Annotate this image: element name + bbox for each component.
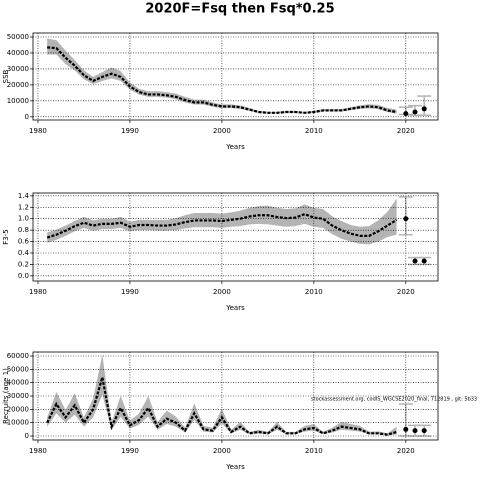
y-tick-label: 10000 [7,419,29,427]
y-tick-label: 50000 [7,33,29,41]
y-axis-label: Recruits (age 1) [2,368,10,424]
x-tick-label: 2010 [305,447,323,455]
chart-title: 2020F=Fsq then Fsq*0.25 [145,2,334,17]
x-tick-label: 1990 [121,127,139,135]
forecast-point [421,106,427,112]
x-axis-label: Years [225,143,245,151]
x-tick-label: 2000 [213,447,231,455]
x-tick-label: 1980 [29,288,47,296]
confidence-band [47,198,397,245]
x-tick-label: 2000 [213,127,231,135]
plot-frame [32,351,439,441]
y-axis-label: SSB [2,69,10,83]
x-tick-label: 2010 [305,288,323,296]
y-tick-label: 60000 [7,352,29,360]
x-tick-label: 2020 [397,288,415,296]
y-tick-label: 40000 [7,379,29,387]
plot-frame [32,32,439,121]
y-tick-label: 0.4 [18,249,30,257]
y-tick-label: 0.6 [18,238,30,246]
x-tick-label: 1990 [121,447,139,455]
y-tick-label: 30000 [7,65,29,73]
y-tick-label: 1.2 [18,203,29,211]
y-tick-label: 10000 [7,97,29,105]
y-tick-label: 20000 [7,81,29,89]
y-tick-label: 0.0 [18,272,29,280]
y-tick-label: 20000 [7,405,29,413]
annotation: stockassessment.org, codIS_WGCSE2020_fin… [311,397,477,403]
x-tick-label: 1980 [29,447,47,455]
x-tick-label: 2000 [213,288,231,296]
y-tick-label: 1.0 [18,215,29,223]
forecast-point [403,426,409,432]
x-tick-label: 1980 [29,127,47,135]
forecast-point [421,258,427,264]
y-tick-label: 0 [25,432,29,440]
forecast-point [412,428,418,434]
y-tick-label: 40000 [7,49,29,57]
x-tick-label: 2020 [397,127,415,135]
x-axis-label: Years [225,463,245,471]
y-tick-label: 50000 [7,365,29,373]
x-tick-label: 2020 [397,447,415,455]
forecast-point [412,109,418,115]
forecast-point [421,428,427,434]
x-tick-label: 2010 [305,127,323,135]
y-tick-label: 0 [25,113,29,121]
y-tick-label: 30000 [7,392,29,400]
x-axis-label: Years [225,304,245,312]
forecast-point [412,258,418,264]
plot-frame [32,192,439,282]
y-axis-label: F3-5 [2,229,10,244]
x-tick-label: 1990 [121,288,139,296]
y-tick-label: 1.4 [18,192,30,200]
y-tick-label: 0.8 [18,226,29,234]
y-tick-label: 0.2 [18,260,29,268]
